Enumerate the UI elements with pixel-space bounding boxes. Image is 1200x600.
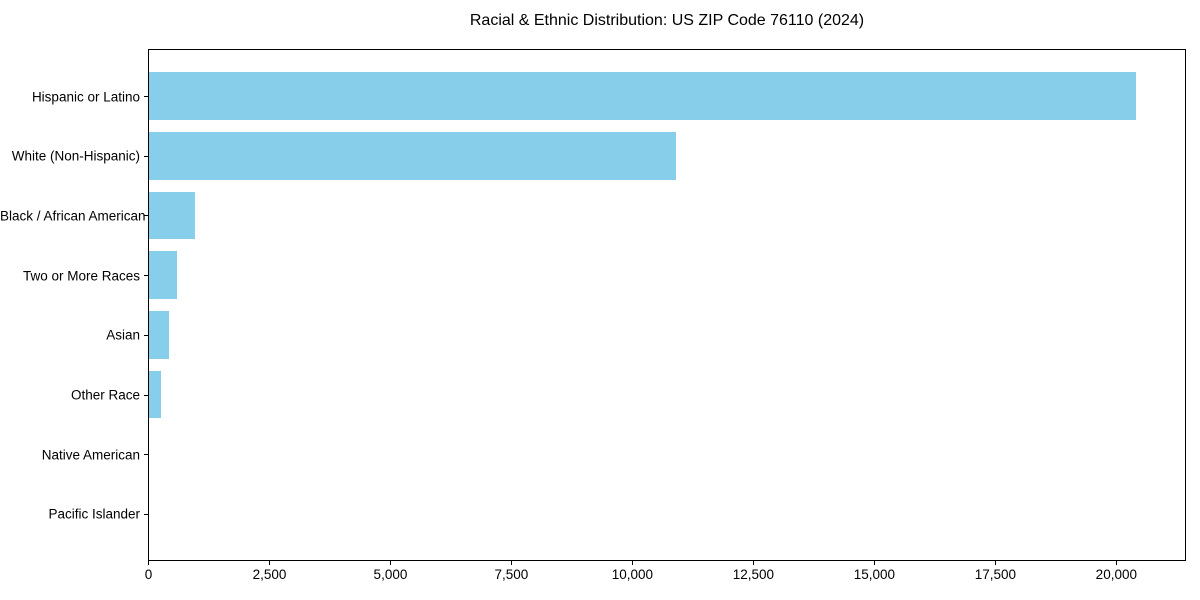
x-tick-mark <box>148 561 149 565</box>
x-tick-label-5000: 5,000 <box>373 567 408 582</box>
y-tick-mark <box>144 155 148 157</box>
y-tick-label-other-race: Other Race <box>70 387 140 403</box>
x-tick-label-20000: 20,000 <box>1095 567 1137 582</box>
y-tick-label-white-non-hispanic: White (Non-Hispanic) <box>11 148 140 164</box>
y-tick-mark <box>144 275 148 277</box>
y-tick-mark <box>144 394 148 396</box>
bar-white-non-hispanic <box>149 131 677 180</box>
x-tick-mark <box>873 561 875 565</box>
x-tick-label-7500: 7,500 <box>494 567 529 582</box>
chart-title: Racial & Ethnic Distribution: US ZIP Cod… <box>469 12 865 29</box>
y-tick-label-black-african-american: Black / African American <box>0 208 146 224</box>
x-tick-mark <box>389 561 391 565</box>
bar-hispanic-or-latino <box>149 72 1137 120</box>
bar-two-or-more-races <box>149 251 178 300</box>
y-tick-mark <box>144 334 148 336</box>
y-tick-mark <box>144 96 148 98</box>
x-tick-label-12500: 12,500 <box>732 567 775 582</box>
x-tick-label-2500: 2,500 <box>252 567 287 582</box>
y-tick-label-hispanic-or-latino: Hispanic or Latino <box>31 89 140 105</box>
bar-black-african-american <box>149 191 195 240</box>
bar-asian <box>149 310 169 359</box>
x-tick-mark <box>631 561 633 565</box>
y-tick-mark <box>144 513 148 515</box>
y-tick-label-asian: Asian <box>106 327 140 343</box>
y-tick-label-pacific-islander: Pacific Islander <box>48 506 140 522</box>
x-tick-mark <box>1115 561 1117 565</box>
y-tick-label-two-or-more-races: Two or More Races <box>22 268 140 284</box>
x-tick-mark <box>268 561 270 565</box>
x-tick-mark <box>752 561 754 565</box>
x-tick-label-17500: 17,500 <box>974 567 1016 582</box>
x-tick-label-0: 0 <box>144 567 153 582</box>
y-tick-label-native-american: Native American <box>41 447 140 463</box>
x-tick-mark <box>994 561 996 565</box>
plot-area <box>148 49 1186 561</box>
x-tick-mark <box>510 561 512 565</box>
x-tick-label-10000: 10,000 <box>611 567 654 582</box>
y-tick-mark <box>144 454 148 456</box>
x-tick-label-15000: 15,000 <box>853 567 896 582</box>
y-tick-mark <box>144 215 148 217</box>
bar-other-race <box>149 370 162 419</box>
